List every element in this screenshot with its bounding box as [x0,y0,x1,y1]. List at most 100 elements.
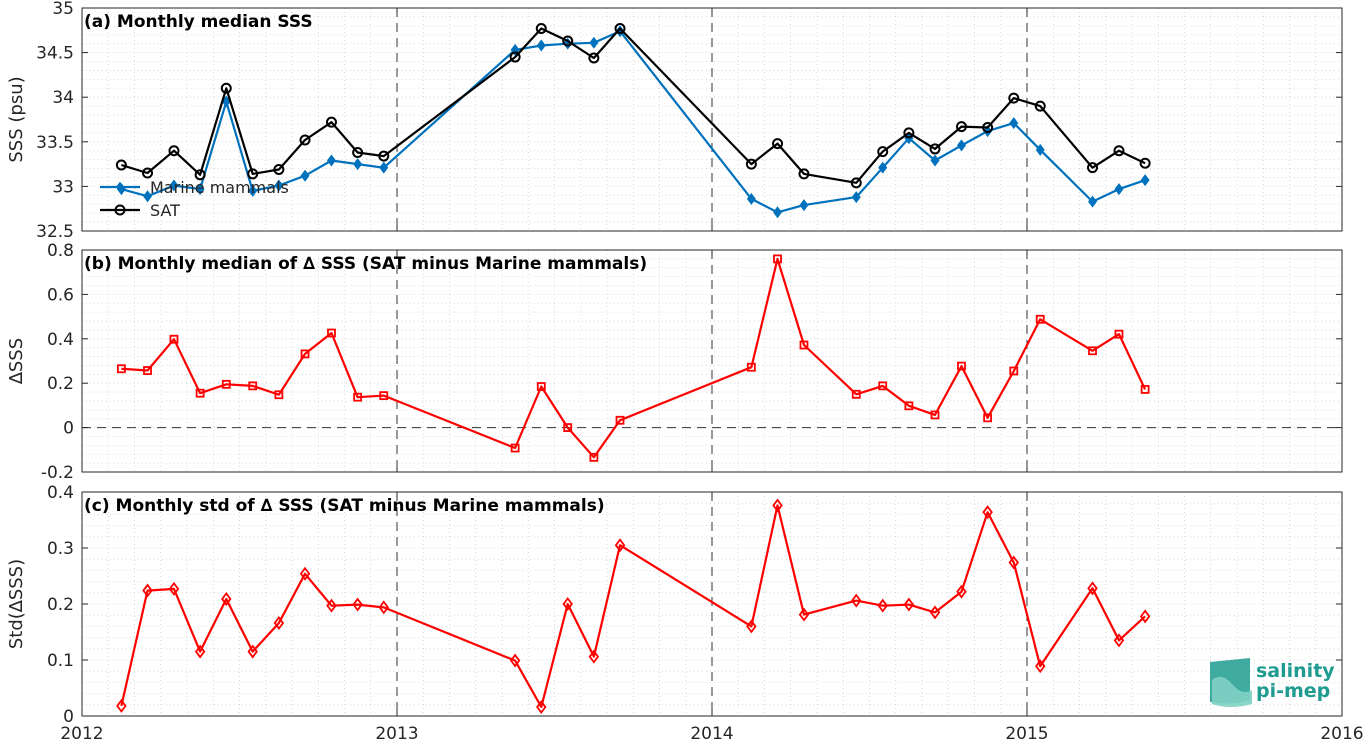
data-point [509,653,521,668]
data-point [352,597,363,612]
data-point [1140,385,1150,394]
data-point [352,147,364,159]
y-tick-label: 0.1 [47,651,74,671]
data-point [562,597,573,611]
data-point [877,598,888,613]
y-tick-label: 34.5 [36,44,74,64]
data-point [851,191,861,204]
data-point [878,161,888,174]
data-point [142,583,153,598]
y-tick-label: 0 [63,419,74,439]
data-point [903,127,915,139]
panel-b-median-delta-sss: -0.2 0 0.2 0.4 0.6 0.8 ∆SSS (b) Monthly median … [6,241,1343,483]
data-point [535,23,547,35]
data-point [563,423,573,433]
data-point [221,95,231,108]
series-line-2 [121,27,1146,184]
data-point [1008,92,1020,104]
data-point [168,581,180,596]
data-point [1139,609,1151,624]
data-point [378,150,390,162]
data-point [116,698,127,713]
data-point [930,410,940,420]
data-point [510,443,520,453]
data-point [930,154,940,167]
data-point [983,413,993,423]
data-point [274,390,284,400]
y-tick-label: 32.5 [36,222,74,242]
legend-label: SAT [150,201,180,220]
data-point [379,391,389,401]
y-tick-label: 0.4 [47,483,74,503]
data-point [1113,633,1125,648]
data-point [1088,346,1097,356]
data-point [169,179,179,192]
data-point [221,379,231,389]
data-point [903,597,915,612]
data-point [851,593,862,608]
data-point [982,122,994,134]
data-point [1114,183,1124,196]
salinity-pi-mep-logo: salinity pi-mep [1210,658,1335,707]
data-point [299,566,311,581]
data-point [904,401,914,411]
panel-title: (b) Monthly median of ∆ SSS (SAT minus M… [84,254,647,274]
y-tick-label: 33 [52,177,74,197]
data-point [615,415,625,425]
data-point [536,382,546,391]
data-point [142,167,154,179]
logo-line2: pi-mep [1256,680,1330,702]
data-point [378,600,390,615]
logo-wave-icon-2 [1212,676,1252,707]
data-point [1035,143,1045,156]
data-point [956,584,967,599]
data-point [536,39,546,52]
data-point [143,190,153,203]
data-point [1034,100,1046,112]
data-point [1008,555,1020,570]
x-tick-label: 2012 [60,724,103,744]
data-point [1088,195,1098,208]
x-tick-label: 2016 [1320,724,1363,744]
data-point [325,116,337,128]
data-point [773,206,783,219]
data-point [955,121,967,133]
data-point [746,362,756,372]
data-point [1139,157,1151,169]
data-point [300,349,310,359]
data-point [221,591,232,606]
y-tick-label: 0.3 [47,539,74,559]
data-point [589,36,599,49]
data-point [1009,366,1019,376]
data-point [772,498,783,513]
data-point [982,505,993,520]
data-point [772,138,784,150]
data-point [273,616,285,631]
data-point [850,177,862,189]
data-point [248,381,258,391]
data-point [273,163,285,175]
data-point [143,366,152,375]
legend-marker [115,181,125,193]
data-point [300,169,310,182]
data-point [194,169,206,181]
data-point [614,23,626,35]
data-point [1113,145,1125,157]
data-point [798,607,810,622]
data-point [220,82,232,94]
data-point [773,254,782,264]
data-point [247,644,258,659]
data-point [194,644,206,659]
data-point [1140,174,1150,187]
data-point [1034,659,1046,674]
data-point [798,168,810,180]
y-axis-label: SSS (psu) [6,76,27,162]
data-point [274,179,284,192]
data-point [1114,329,1124,339]
data-point [195,183,205,196]
data-point [353,158,363,171]
data-point [353,392,363,402]
y-tick-label: 0.2 [47,374,74,394]
data-point [562,35,574,47]
data-point [588,649,600,664]
